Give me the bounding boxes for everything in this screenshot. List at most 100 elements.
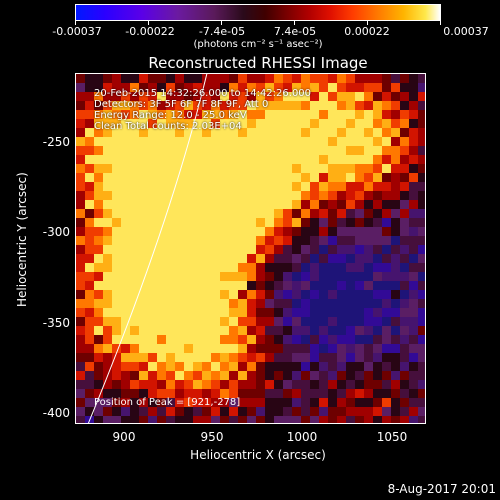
heatmap-cell (175, 299, 185, 309)
heatmap-cell (220, 416, 230, 423)
heatmap-cell (175, 335, 185, 345)
heatmap-cell (85, 362, 95, 372)
y-tick-label: -400 (42, 406, 70, 420)
heatmap-cell (211, 344, 221, 354)
heatmap-cell (301, 236, 311, 246)
heatmap-cell (283, 335, 293, 345)
heatmap-cell (400, 146, 410, 156)
heatmap-cell (175, 182, 185, 192)
heatmap-cell (211, 236, 221, 246)
heatmap-cell (418, 308, 425, 318)
heatmap-cell (220, 407, 230, 417)
heatmap-cell (418, 326, 425, 336)
heatmap-cell (247, 335, 257, 345)
heatmap-cell (337, 110, 347, 120)
heatmap-cell (202, 371, 212, 381)
heatmap-cell (265, 92, 275, 102)
heatmap-cell (193, 353, 203, 363)
heatmap-cell (103, 398, 113, 408)
heatmap-cell (94, 155, 104, 165)
heatmap-cell (94, 290, 104, 300)
heatmap-cell (310, 74, 320, 84)
heatmap-cell (310, 317, 320, 327)
heatmap-cell (148, 200, 158, 210)
heatmap-cell (94, 110, 104, 120)
heatmap-cell (94, 101, 104, 111)
heatmap-cell (94, 398, 104, 408)
heatmap-cell (382, 191, 392, 201)
heatmap-cell (301, 353, 311, 363)
heatmap-cell (409, 407, 419, 417)
heatmap-cell (211, 128, 221, 138)
heatmap-cell (220, 362, 230, 372)
heatmap-cell (211, 200, 221, 210)
heatmap-cell (85, 209, 95, 219)
heatmap-cell (112, 128, 122, 138)
heatmap-cell (247, 236, 257, 246)
heatmap-cell (220, 398, 230, 408)
colorbar-tick (221, 21, 222, 25)
heatmap-cell (346, 92, 356, 102)
heatmap-cell (418, 407, 425, 417)
heatmap-cell (175, 155, 185, 165)
heatmap-cell (256, 299, 266, 309)
heatmap-cell (76, 236, 86, 246)
heatmap-cell (130, 389, 140, 399)
heatmap-cell (256, 182, 266, 192)
heatmap-cell (328, 200, 338, 210)
heatmap-cell (130, 209, 140, 219)
heatmap-cell (94, 218, 104, 228)
heatmap-cell (229, 92, 239, 102)
heatmap-cell (85, 290, 95, 300)
heatmap-cell (202, 416, 212, 423)
heatmap-cell (175, 263, 185, 273)
heatmap-cell (346, 245, 356, 255)
heatmap-cell (202, 110, 212, 120)
heatmap-cell (184, 254, 194, 264)
heatmap-cell (301, 272, 311, 282)
heatmap-cell (148, 317, 158, 327)
heatmap-cell (76, 119, 86, 129)
heatmap-cell (391, 164, 401, 174)
heatmap-cell (202, 317, 212, 327)
heatmap-cell (373, 218, 383, 228)
heatmap-cell (364, 137, 374, 147)
heatmap-cell (139, 110, 149, 120)
heatmap-cell (400, 407, 410, 417)
info-energy-range: Energy Range: 12.0 - 25.0 keV (94, 110, 247, 121)
heatmap-cell (121, 353, 131, 363)
heatmap-cell (256, 83, 266, 93)
heatmap-cell (184, 83, 194, 93)
heatmap-cell (400, 164, 410, 174)
heatmap-cell (202, 254, 212, 264)
heatmap-cell (85, 272, 95, 282)
heatmap-cell (373, 344, 383, 354)
heatmap-cell (157, 245, 167, 255)
heatmap-cell (76, 281, 86, 291)
heatmap-cell (310, 407, 320, 417)
heatmap-cell (130, 290, 140, 300)
heatmap-cell (328, 416, 338, 423)
heatmap-cell (391, 128, 401, 138)
heatmap-cell (166, 389, 176, 399)
heatmap-cell (364, 254, 374, 264)
heatmap-cell (166, 92, 176, 102)
heatmap-cell (166, 317, 176, 327)
heatmap-cell (139, 146, 149, 156)
heatmap-cell (112, 353, 122, 363)
heatmap-cell (112, 200, 122, 210)
heatmap-cell (76, 227, 86, 237)
heatmap-cell (400, 119, 410, 129)
heatmap-cell (274, 74, 284, 84)
heatmap-cell (355, 209, 365, 219)
heatmap-cell (292, 182, 302, 192)
heatmap-cell (85, 380, 95, 390)
heatmap-cell (247, 362, 257, 372)
heatmap-cell (94, 389, 104, 399)
heatmap-cell (175, 191, 185, 201)
heatmap-cell (337, 227, 347, 237)
heatmap-cell (382, 182, 392, 192)
heatmap-cell (139, 92, 149, 102)
heatmap-cell (247, 83, 257, 93)
heatmap-cell (247, 281, 257, 291)
